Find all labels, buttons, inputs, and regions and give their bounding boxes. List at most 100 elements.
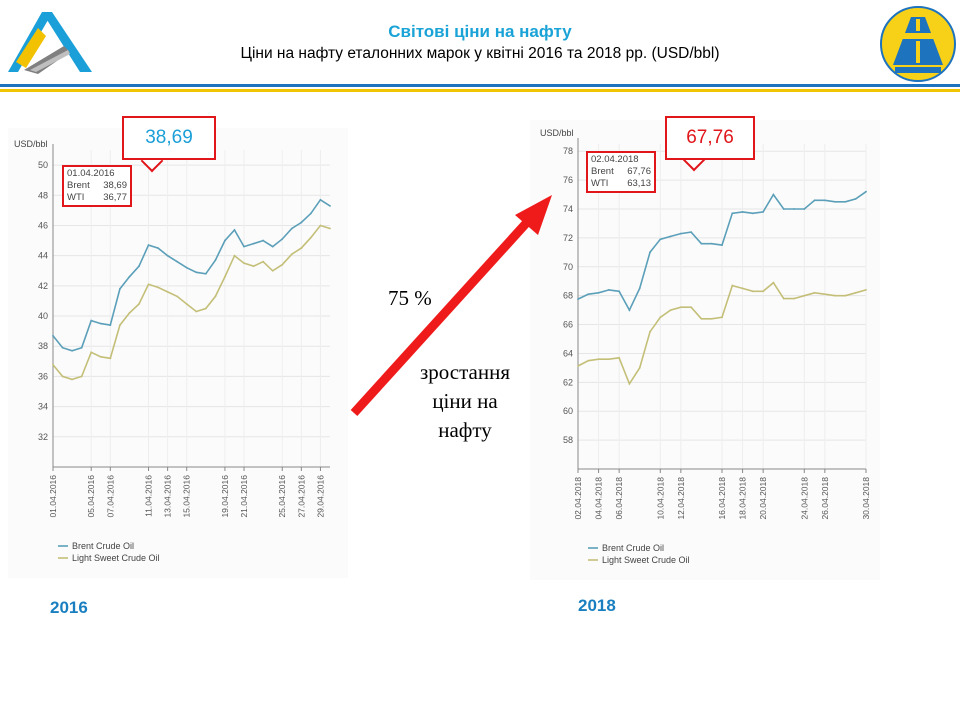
x-tick-label: 01.04.2016 (48, 475, 58, 518)
tooltip-brent-label: Brent (591, 166, 614, 177)
data-point (844, 200, 847, 203)
tooltip-date: 02.04.2018 (591, 154, 639, 165)
y-tick-label: 76 (563, 175, 573, 185)
data-point (587, 293, 590, 296)
y-tick-label: 50 (38, 160, 48, 170)
legend-label: Brent Crude Oil (72, 541, 134, 551)
data-point (844, 294, 847, 297)
legend-label: Light Sweet Crude Oil (72, 553, 160, 563)
data-point (166, 290, 169, 293)
data-point (128, 275, 131, 278)
data-point (618, 290, 621, 293)
x-tick-label: 16.04.2018 (717, 477, 727, 520)
y-tick-label: 46 (38, 220, 48, 230)
data-point (669, 309, 672, 312)
callout-2018: 67,76 (665, 116, 755, 160)
data-point (300, 221, 303, 224)
y-tick-label: 58 (563, 435, 573, 445)
data-point (176, 295, 179, 298)
data-point (319, 198, 322, 201)
year-label-2016: 2016 (50, 598, 88, 617)
data-point (690, 231, 693, 234)
data-point (721, 244, 723, 247)
data-point (597, 291, 600, 294)
data-point (793, 297, 795, 300)
legend-label: Light Sweet Crude Oil (602, 555, 690, 565)
chart-2016-panel: 32 34 36 38 40 42 44 46 48 50 USD/bbl 01.04.2016 05.… (8, 128, 348, 578)
data-point (252, 242, 255, 245)
data-point (214, 295, 217, 298)
data-point (813, 291, 816, 294)
data-point (741, 210, 744, 213)
data-point (679, 306, 682, 309)
data-point (118, 324, 121, 327)
data-point (659, 316, 662, 319)
data-point (793, 208, 795, 210)
data-point (710, 242, 713, 245)
y-tick-label: 68 (563, 291, 573, 301)
data-point (772, 281, 775, 284)
data-point (271, 245, 274, 248)
data-point (281, 238, 284, 240)
x-tick-label: 20.04.2018 (758, 477, 768, 520)
data-point (762, 290, 765, 293)
data-point (618, 356, 621, 359)
data-point (80, 375, 83, 378)
data-point (90, 319, 93, 322)
growth-caption: зростання ціни на нафту (400, 358, 530, 445)
data-point (865, 190, 867, 193)
data-point (176, 260, 179, 263)
data-point (309, 236, 312, 239)
x-tick-label: 18.04.2018 (738, 477, 748, 520)
data-point (649, 251, 651, 254)
data-point (138, 265, 140, 268)
tooltip-wti-value: 63,13 (627, 178, 651, 189)
tooltip-wti-row: WTI 63,13 (591, 178, 651, 190)
data-point (233, 254, 236, 257)
growth-caption-line2: ціни на (432, 389, 498, 413)
data-point (803, 208, 806, 210)
y-tick-label: 44 (38, 251, 48, 261)
data-point (865, 288, 867, 291)
data-point (329, 204, 331, 207)
tooltip-brent-label: Brent (67, 180, 90, 191)
x-tick-label: 27.04.2016 (296, 475, 306, 518)
data-point (271, 269, 274, 272)
y-tick-label: 32 (38, 432, 48, 442)
y-tick-label: 62 (563, 377, 573, 387)
data-point (61, 375, 64, 378)
tooltip-wti-label: WTI (67, 192, 85, 203)
x-tick-label: 24.04.2018 (799, 477, 809, 520)
data-point (690, 306, 693, 309)
data-point (577, 365, 579, 367)
data-point (109, 324, 112, 327)
road-triangle-logo-icon (8, 12, 92, 74)
data-point (607, 358, 610, 361)
data-point (157, 247, 159, 250)
growth-arrow-head (515, 195, 552, 235)
data-point (138, 303, 140, 305)
data-point (854, 197, 857, 200)
data-point (233, 229, 236, 231)
series-line-brent (52, 198, 331, 352)
y-tick-label: 60 (563, 406, 573, 416)
x-tick-label: 07.04.2016 (105, 475, 115, 518)
data-point (669, 235, 672, 238)
series-line-wti (52, 224, 331, 381)
data-point (731, 212, 734, 215)
page-title: Світові ціни на нафту (388, 22, 572, 41)
data-point (71, 349, 74, 352)
x-tick-label: 11.04.2016 (144, 475, 154, 517)
x-tick-label: 13.04.2016 (163, 475, 173, 518)
y-tick-label: 72 (563, 233, 573, 243)
data-point (751, 290, 754, 293)
data-point (823, 199, 826, 202)
growth-caption-line1: зростання (419, 360, 511, 384)
tooltip-date: 01.04.2016 (67, 168, 115, 179)
data-point (290, 253, 293, 256)
x-tick-label: 04.04.2018 (594, 477, 604, 520)
data-point (90, 351, 93, 354)
y-tick-label: 40 (38, 311, 48, 321)
data-point (649, 330, 651, 333)
